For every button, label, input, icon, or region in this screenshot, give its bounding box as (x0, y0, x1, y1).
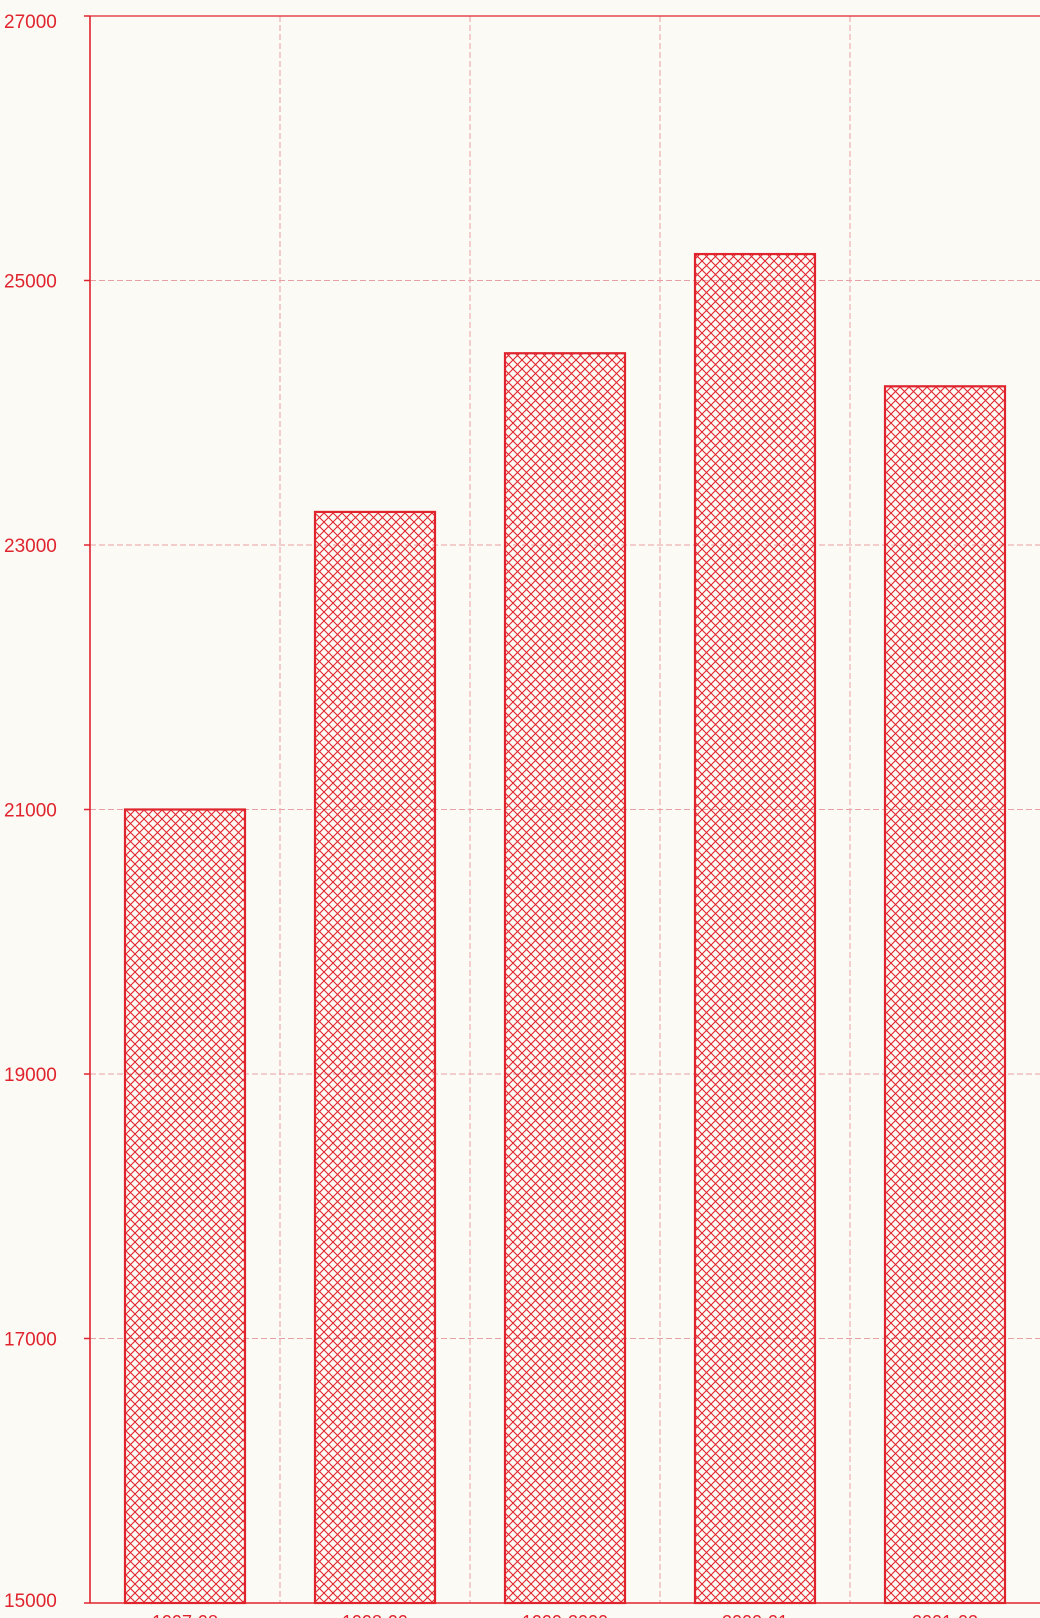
x-tick-label: 2000-01 (722, 1612, 788, 1618)
y-tick-label: 23000 (4, 536, 57, 557)
y-tick-label: 21000 (4, 801, 57, 822)
x-tick-label: 2001-02 (912, 1612, 978, 1618)
axes (89, 15, 1040, 1604)
bar (693, 252, 817, 1605)
y-tick-label: 19000 (4, 1065, 57, 1086)
y-axis-ticks: 15000 17000 19000 21000 23000 25000 27000 (4, 12, 90, 1612)
y-tick-label: 15000 (4, 1591, 57, 1612)
bar (313, 510, 437, 1605)
bar (123, 808, 247, 1605)
x-tick-label: 1997-98 (152, 1612, 218, 1618)
x-tick-label: 1998-99 (342, 1612, 408, 1618)
y-tick-label: 27000 (4, 12, 57, 33)
bars (123, 252, 1007, 1605)
y-tick-label: 25000 (4, 272, 57, 293)
y-tick-label: 17000 (4, 1330, 57, 1351)
bar (503, 352, 627, 1605)
bar (883, 385, 1007, 1605)
x-tick-label: 1999-2000 (522, 1612, 608, 1618)
x-axis-labels: 1997-98 1998-99 1999-2000 2000-01 2001-02 (152, 1612, 978, 1618)
